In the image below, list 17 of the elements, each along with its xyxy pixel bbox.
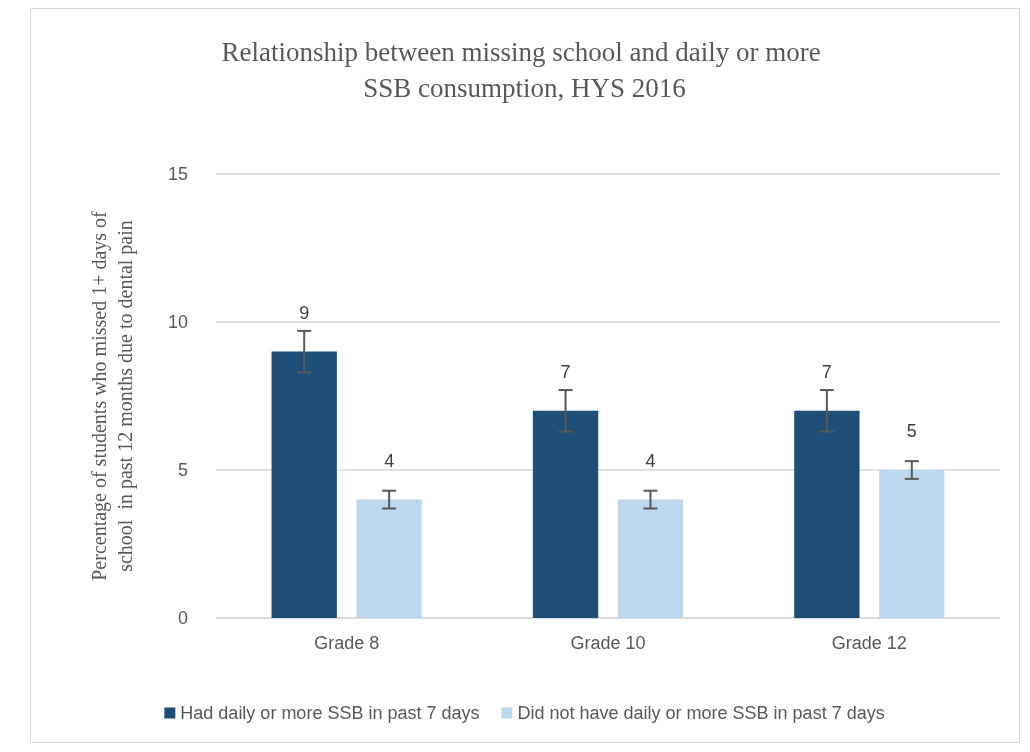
y-axis-title: Percentage of students who missed 1+ days of school in past 12 months due to dental pain [88, 210, 137, 581]
y-tick-label: 5 [177, 460, 188, 480]
data-label: 4 [645, 450, 656, 471]
data-label: 4 [384, 450, 395, 471]
y-tick-label: 15 [167, 164, 188, 184]
x-tick-label: Grade 8 [314, 633, 380, 653]
y-tick-label: 10 [167, 312, 188, 332]
data-label: 9 [299, 302, 310, 323]
chart-title: Relationship between missing school and daily or more SSB consumption, HYS 2016 [221, 37, 828, 103]
y-tick-label: 0 [177, 608, 188, 628]
legend-label: Had daily or more SSB in past 7 days [180, 703, 480, 723]
data-label: 7 [821, 361, 832, 382]
x-tick-label: Grade 12 [831, 633, 907, 653]
x-tick-label: Grade 10 [570, 633, 646, 653]
data-label: 7 [560, 361, 571, 382]
legend-label: Did not have daily or more SSB in past 7 days [517, 703, 885, 723]
data-label: 5 [906, 421, 917, 441]
